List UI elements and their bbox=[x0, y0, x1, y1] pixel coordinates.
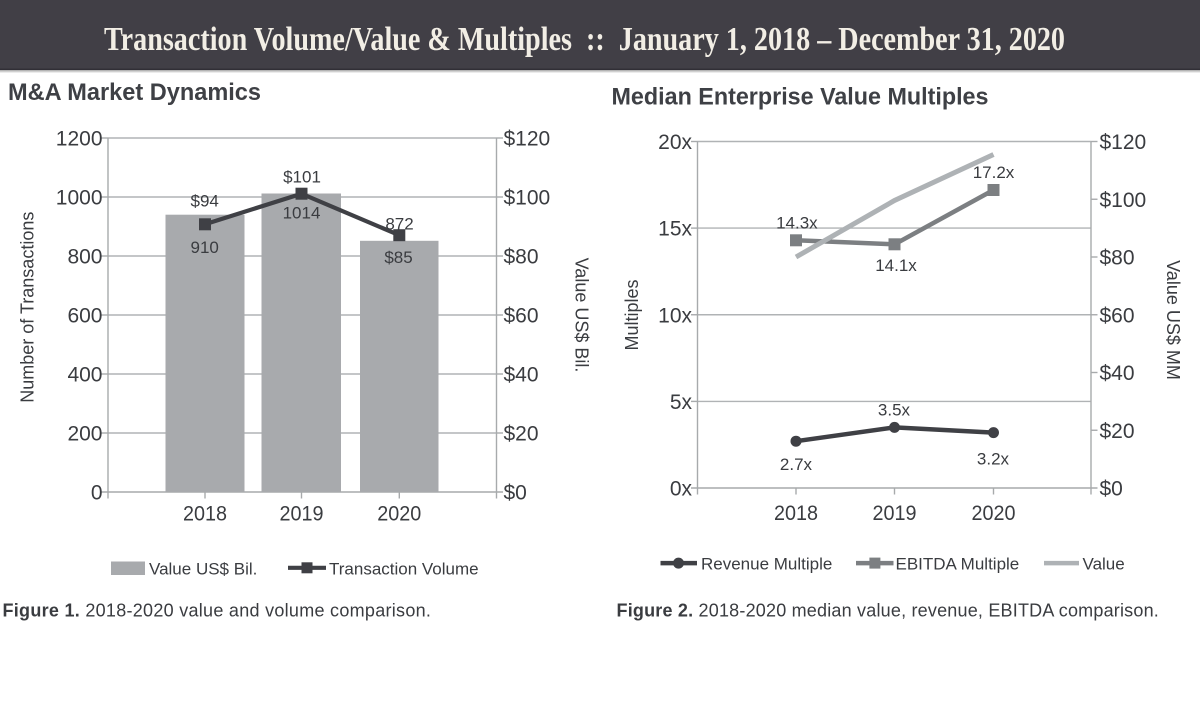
svg-text:Value: Value bbox=[1083, 554, 1125, 573]
svg-text:$40: $40 bbox=[504, 364, 539, 387]
svg-text:1000: 1000 bbox=[56, 187, 103, 210]
svg-text:1200: 1200 bbox=[56, 128, 103, 151]
svg-text:$20: $20 bbox=[1100, 420, 1135, 443]
svg-text:2020: 2020 bbox=[972, 502, 1016, 525]
svg-text:Transaction Volume/Value & Mul: Transaction Volume/Value & Multiples :: … bbox=[104, 21, 1065, 58]
svg-text:3.5x: 3.5x bbox=[878, 401, 911, 420]
svg-text:2019: 2019 bbox=[873, 502, 917, 525]
svg-text:14.1x: 14.1x bbox=[875, 256, 917, 275]
svg-text:Value US$ MM: Value US$ MM bbox=[1163, 260, 1183, 380]
svg-text:5x: 5x bbox=[670, 391, 693, 414]
svg-text:$120: $120 bbox=[504, 128, 551, 151]
svg-text:$60: $60 bbox=[504, 305, 539, 328]
svg-text:Transaction Volume: Transaction Volume bbox=[329, 559, 479, 578]
svg-text:Multiples: Multiples bbox=[622, 279, 642, 350]
svg-text:14.3x: 14.3x bbox=[776, 214, 818, 233]
svg-text:$20: $20 bbox=[504, 423, 539, 446]
svg-text:20x: 20x bbox=[658, 131, 692, 154]
svg-text:0: 0 bbox=[91, 482, 103, 505]
svg-text:$80: $80 bbox=[504, 246, 539, 269]
svg-text:0x: 0x bbox=[670, 478, 693, 501]
svg-text:15x: 15x bbox=[658, 218, 692, 241]
svg-text:200: 200 bbox=[67, 423, 102, 446]
svg-text:2018: 2018 bbox=[183, 502, 227, 525]
svg-text:Figure 2. 2018-2020 median val: Figure 2. 2018-2020 median value, revenu… bbox=[617, 601, 1160, 621]
svg-text:$94: $94 bbox=[191, 191, 219, 210]
svg-text:2018: 2018 bbox=[774, 502, 818, 525]
svg-text:800: 800 bbox=[67, 246, 102, 269]
svg-text:2019: 2019 bbox=[280, 502, 324, 525]
svg-text:2.7x: 2.7x bbox=[780, 455, 813, 474]
svg-text:$0: $0 bbox=[504, 482, 527, 505]
svg-text:10x: 10x bbox=[658, 304, 692, 327]
svg-text:400: 400 bbox=[67, 364, 102, 387]
svg-text:Number of Transactions: Number of Transactions bbox=[18, 212, 38, 403]
svg-text:17.2x: 17.2x bbox=[973, 163, 1015, 182]
svg-text:Median Enterprise Value Multip: Median Enterprise Value Multiples bbox=[612, 84, 989, 111]
svg-text:Value US$ Bil.: Value US$ Bil. bbox=[572, 258, 592, 373]
svg-text:$100: $100 bbox=[1100, 189, 1147, 212]
svg-text:3.2x: 3.2x bbox=[977, 450, 1010, 469]
svg-text:600: 600 bbox=[67, 305, 102, 328]
svg-text:$120: $120 bbox=[1100, 131, 1147, 154]
svg-text:$85: $85 bbox=[384, 248, 412, 267]
svg-text:$0: $0 bbox=[1100, 478, 1123, 501]
svg-text:$40: $40 bbox=[1100, 362, 1135, 385]
svg-text:Revenue Multiple: Revenue Multiple bbox=[701, 554, 832, 573]
svg-text:Figure 1. 2018-2020 value and: Figure 1. 2018-2020 value and volume com… bbox=[3, 601, 432, 621]
svg-text:Value US$ Bil.: Value US$ Bil. bbox=[149, 559, 257, 578]
svg-text:910: 910 bbox=[191, 238, 219, 257]
svg-text:$101: $101 bbox=[283, 167, 321, 186]
svg-text:$100: $100 bbox=[504, 187, 551, 210]
svg-text:EBITDA Multiple: EBITDA Multiple bbox=[896, 554, 1020, 573]
svg-text:$60: $60 bbox=[1100, 304, 1135, 327]
svg-text:872: 872 bbox=[385, 215, 413, 234]
svg-text:1014: 1014 bbox=[283, 204, 321, 223]
svg-text:M&A Market Dynamics: M&A Market Dynamics bbox=[8, 79, 261, 106]
svg-text:2020: 2020 bbox=[377, 502, 421, 525]
svg-text:$80: $80 bbox=[1100, 247, 1135, 270]
